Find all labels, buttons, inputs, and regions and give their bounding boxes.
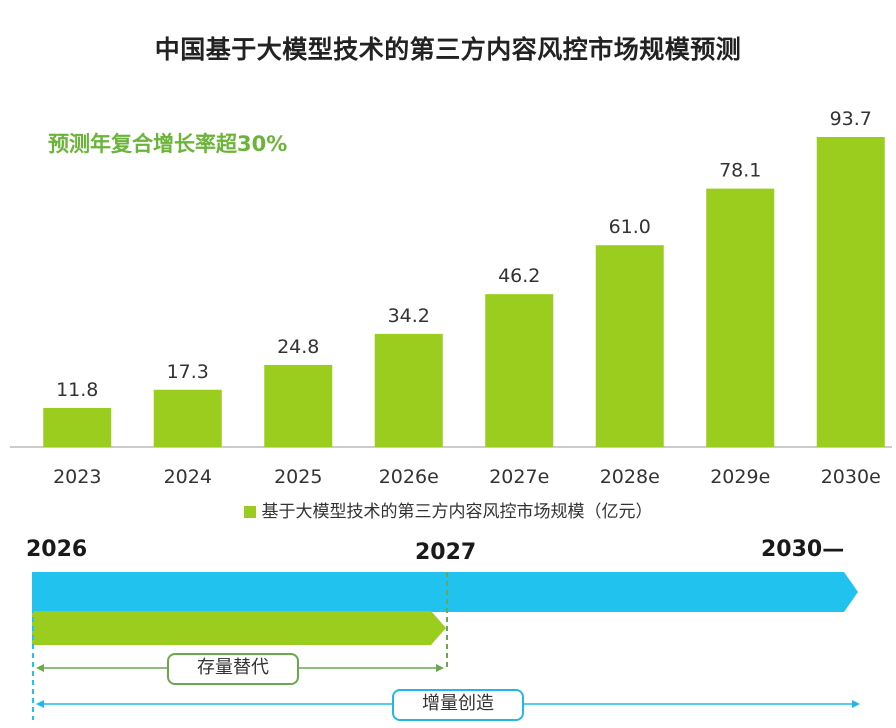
x-tick-label-2029e: 2029e bbox=[710, 466, 770, 488]
stock-replacement-box: 存量替代 bbox=[167, 653, 299, 685]
legend-swatch bbox=[243, 506, 256, 518]
chart-title: 中国基于大模型技术的第三方内容风控市场规模预测 bbox=[154, 35, 742, 64]
legend-label: 基于大模型技术的第三方内容风控市场规模（亿元） bbox=[261, 502, 653, 522]
data-label-2030e: 93.7 bbox=[830, 108, 872, 130]
x-tick-label-2027e: 2027e bbox=[489, 466, 549, 488]
legend: 基于大模型技术的第三方内容风控市场规模（亿元） bbox=[0, 497, 896, 522]
bar-2029e bbox=[706, 188, 775, 448]
increment-range-left-arrowhead bbox=[36, 700, 44, 708]
bar-2023 bbox=[43, 407, 112, 447]
x-tick-label-2024: 2024 bbox=[164, 466, 212, 488]
increment-creation-box: 增量创造 bbox=[392, 689, 524, 721]
data-label-2023: 11.8 bbox=[56, 379, 98, 401]
data-label-2029e: 78.1 bbox=[719, 160, 761, 182]
x-tick-label-2028e: 2028e bbox=[600, 466, 660, 488]
blue-arrow bbox=[32, 572, 858, 612]
bar-2025 bbox=[264, 364, 333, 447]
timeline-mid-label: 2027 bbox=[415, 540, 477, 565]
data-label-2027e: 46.2 bbox=[498, 265, 540, 287]
data-label-2025: 24.8 bbox=[277, 336, 319, 358]
increment-range-right-arrowhead bbox=[852, 700, 860, 708]
bar-2030e bbox=[816, 137, 885, 447]
bar-2024 bbox=[153, 389, 222, 447]
stock-range-left-arrowhead bbox=[36, 664, 44, 672]
timeline-start-label: 2026 bbox=[26, 537, 88, 562]
x-tick-label-2026e: 2026e bbox=[379, 466, 439, 488]
bar-2028e bbox=[595, 245, 664, 447]
data-label-2028e: 61.0 bbox=[609, 216, 651, 238]
data-label-2026e: 34.2 bbox=[388, 305, 430, 327]
bar-2027e bbox=[485, 294, 554, 447]
bar-2026e bbox=[374, 333, 443, 447]
data-label-2024: 17.3 bbox=[167, 361, 209, 383]
green-arrow bbox=[32, 611, 446, 645]
stock-range-right-arrowhead bbox=[436, 664, 444, 672]
timeline-end-label: 2030— bbox=[761, 537, 845, 562]
cagr-annotation: 预测年复合增长率超30% bbox=[48, 132, 288, 156]
x-tick-label-2023: 2023 bbox=[53, 466, 101, 488]
x-tick-label-2030e: 2030e bbox=[821, 466, 881, 488]
bar-chart: 11.8 2023 17.3 2024 24.8 2025 34.2 2026e 46.2 202… bbox=[10, 108, 892, 488]
x-tick-label-2025: 2025 bbox=[274, 466, 322, 488]
